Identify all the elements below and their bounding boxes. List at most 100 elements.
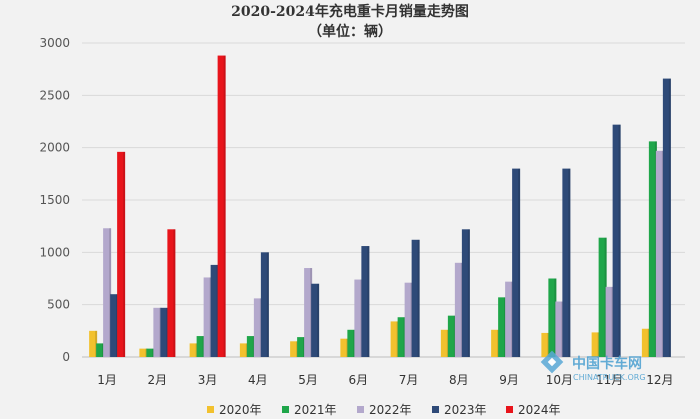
bar xyxy=(139,348,148,357)
watermark-logo-icon xyxy=(540,350,564,374)
bar xyxy=(598,237,607,357)
bar xyxy=(555,301,564,357)
bar-series xyxy=(89,55,671,358)
x-category-label: 3月 xyxy=(198,373,218,387)
y-tick-label: 1500 xyxy=(39,193,70,207)
bar xyxy=(655,150,664,357)
legend-swatch xyxy=(207,406,214,413)
bar xyxy=(253,298,262,357)
bar xyxy=(304,268,313,357)
bar xyxy=(347,329,356,357)
x-category-label: 4月 xyxy=(248,373,268,387)
bar xyxy=(217,55,226,358)
bar xyxy=(117,151,126,357)
x-category-label: 8月 xyxy=(449,373,469,387)
x-category-label: 12月 xyxy=(646,373,673,387)
legend-swatch xyxy=(506,406,513,413)
bar xyxy=(440,329,449,357)
x-category-label: 2月 xyxy=(148,373,168,387)
bar xyxy=(160,307,169,357)
legend: 2020年 2021年 2022年 2023年 2024年 xyxy=(207,403,561,417)
bar xyxy=(297,337,306,357)
bar xyxy=(498,297,507,357)
bar-shade xyxy=(266,252,269,357)
chart-subtitle: （单位：辆） xyxy=(308,23,392,40)
watermark-text: 中国卡车网 xyxy=(572,355,642,372)
bar xyxy=(103,228,112,357)
bar xyxy=(189,343,198,357)
legend-label: 2024年 xyxy=(518,403,561,417)
bar-shade xyxy=(109,228,112,357)
bar xyxy=(203,277,212,357)
y-tick-label: 2000 xyxy=(39,141,70,155)
bar xyxy=(505,281,514,357)
bar xyxy=(397,317,406,357)
bar-shade xyxy=(618,124,621,357)
y-axis-ticks: 0 500 1000 1500 2000 2500 3000 xyxy=(39,36,70,364)
bar xyxy=(605,286,614,357)
legend-label: 2023年 xyxy=(444,403,487,417)
bar xyxy=(361,246,370,357)
bar xyxy=(89,330,98,357)
bar xyxy=(591,332,600,357)
y-tick-label: 3000 xyxy=(39,36,70,50)
legend-swatch xyxy=(282,406,289,413)
bar xyxy=(548,278,557,357)
bar xyxy=(512,168,521,357)
bar xyxy=(210,264,219,357)
legend-label: 2022年 xyxy=(369,403,412,417)
bar xyxy=(153,307,162,357)
bar xyxy=(110,294,119,357)
x-category-label: 10月 xyxy=(546,373,573,387)
bar xyxy=(239,343,248,357)
bar-shade xyxy=(223,55,226,358)
x-axis-categories: 1月 2月 3月 4月 5月 6月 7月 8月 9月 10月 11月 12月 xyxy=(97,373,673,387)
bar xyxy=(641,328,650,357)
legend-label: 2021年 xyxy=(294,403,337,417)
bar xyxy=(541,332,550,357)
bar-shade xyxy=(467,229,470,357)
x-category-label: 5月 xyxy=(298,373,318,387)
legend-swatch xyxy=(357,406,364,413)
bar xyxy=(662,78,671,357)
bar xyxy=(167,229,176,357)
y-tick-label: 1000 xyxy=(39,245,70,259)
bar-shade xyxy=(518,168,521,357)
y-tick-label: 500 xyxy=(47,298,70,312)
bar-shade xyxy=(367,246,370,357)
x-category-label: 9月 xyxy=(499,373,519,387)
chart-title: 2020-2024年充电重卡月销量走势图 xyxy=(231,3,469,20)
legend-swatch xyxy=(432,406,439,413)
bar-shade xyxy=(317,283,320,357)
bar xyxy=(340,338,349,357)
bar-shade xyxy=(568,168,571,357)
watermark: 中国卡车网 CHINATRUCK.ORG xyxy=(540,350,646,382)
bar-shade xyxy=(123,151,126,357)
bar xyxy=(404,282,413,357)
bar-shade xyxy=(668,78,671,357)
bar xyxy=(260,252,269,357)
bar xyxy=(612,124,621,357)
bar xyxy=(354,279,363,357)
bar xyxy=(311,283,320,357)
bar xyxy=(447,315,456,357)
y-tick-label: 2500 xyxy=(39,88,70,102)
bar-shade xyxy=(417,239,420,357)
x-category-label: 1月 xyxy=(97,373,117,387)
watermark-subtext: CHINATRUCK.ORG xyxy=(573,373,646,382)
gridlines xyxy=(82,42,685,358)
bar xyxy=(96,343,105,357)
legend-label: 2020年 xyxy=(219,403,262,417)
bar xyxy=(411,239,420,357)
bar xyxy=(290,341,299,357)
x-category-label: 7月 xyxy=(399,373,419,387)
x-category-label: 11月 xyxy=(596,373,623,387)
bar xyxy=(491,329,500,357)
y-tick-label: 0 xyxy=(62,350,70,364)
bar xyxy=(196,336,205,357)
bar xyxy=(246,336,255,357)
bar xyxy=(562,168,571,357)
bar xyxy=(461,229,470,357)
